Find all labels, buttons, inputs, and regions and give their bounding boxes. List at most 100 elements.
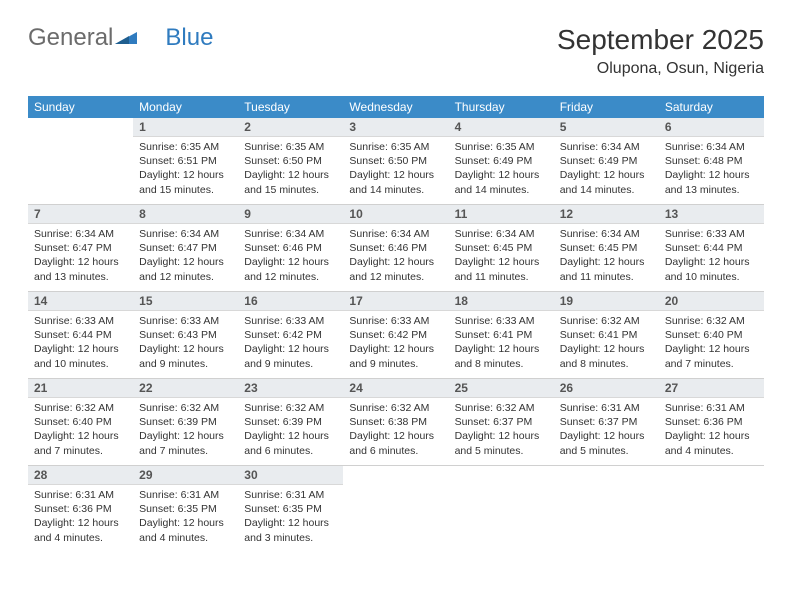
day-cell: 29Sunrise: 6:31 AMSunset: 6:35 PMDayligh…	[133, 466, 238, 552]
sunrise-text: Sunrise: 6:34 AM	[244, 227, 337, 241]
weekday-header: Saturday	[659, 96, 764, 118]
weekday-header: Friday	[554, 96, 659, 118]
day-info: Sunrise: 6:34 AMSunset: 6:47 PMDaylight:…	[133, 224, 238, 290]
sunset-text: Sunset: 6:36 PM	[665, 415, 758, 429]
sunset-text: Sunset: 6:42 PM	[349, 328, 442, 342]
daylight-text: Daylight: 12 hours and 8 minutes.	[455, 342, 548, 370]
weekday-header: Thursday	[449, 96, 554, 118]
day-cell: 25Sunrise: 6:32 AMSunset: 6:37 PMDayligh…	[449, 379, 554, 465]
daylight-text: Daylight: 12 hours and 5 minutes.	[560, 429, 653, 457]
day-number: 12	[554, 205, 659, 224]
day-cell	[449, 466, 554, 552]
day-info: Sunrise: 6:31 AMSunset: 6:36 PMDaylight:…	[28, 485, 133, 551]
daylight-text: Daylight: 12 hours and 7 minutes.	[34, 429, 127, 457]
day-number: 20	[659, 292, 764, 311]
weekday-header: Sunday	[28, 96, 133, 118]
day-number: 28	[28, 466, 133, 485]
sunrise-text: Sunrise: 6:33 AM	[139, 314, 232, 328]
day-number: 7	[28, 205, 133, 224]
day-info: Sunrise: 6:32 AMSunset: 6:39 PMDaylight:…	[238, 398, 343, 464]
sunrise-text: Sunrise: 6:33 AM	[349, 314, 442, 328]
sunset-text: Sunset: 6:46 PM	[349, 241, 442, 255]
day-cell: 19Sunrise: 6:32 AMSunset: 6:41 PMDayligh…	[554, 292, 659, 378]
day-cell: 15Sunrise: 6:33 AMSunset: 6:43 PMDayligh…	[133, 292, 238, 378]
day-number: 25	[449, 379, 554, 398]
sunset-text: Sunset: 6:45 PM	[560, 241, 653, 255]
daylight-text: Daylight: 12 hours and 14 minutes.	[455, 168, 548, 196]
week-row: 1 Sunrise: 6:35 AMSunset: 6:51 PM Daylight…	[28, 118, 764, 205]
sunrise-text: Sunrise: 6:34 AM	[34, 227, 127, 241]
sunrise-text: Sunrise: 6:31 AM	[665, 401, 758, 415]
sunset-text: Sunset: 6:49 PM	[560, 154, 653, 168]
day-cell: 20Sunrise: 6:32 AMSunset: 6:40 PMDayligh…	[659, 292, 764, 378]
weeks-container: 1 Sunrise: 6:35 AMSunset: 6:51 PM Daylight…	[28, 118, 764, 552]
sunset-text: Sunset: 6:45 PM	[455, 241, 548, 255]
day-cell: 2Sunrise: 6:35 AMSunset: 6:50 PMDaylight…	[238, 118, 343, 204]
day-info: Sunrise: 6:33 AMSunset: 6:42 PMDaylight:…	[343, 311, 448, 377]
sunrise-text: Sunrise: 6:34 AM	[349, 227, 442, 241]
daylight-text: Daylight: 12 hours and 4 minutes.	[139, 516, 232, 544]
day-number: 11	[449, 205, 554, 224]
day-info: Sunrise: 6:34 AMSunset: 6:46 PMDaylight:…	[343, 224, 448, 290]
sunrise-text: Sunrise: 6:32 AM	[244, 401, 337, 415]
daylight-text: Daylight: 12 hours and 13 minutes.	[34, 255, 127, 283]
sunrise-text: Sunrise: 6:33 AM	[455, 314, 548, 328]
day-number: 10	[343, 205, 448, 224]
sunset-text: Sunset: 6:44 PM	[665, 241, 758, 255]
header: General Blue September 2025 Olupona, Osu…	[28, 24, 764, 78]
sunrise-text: Sunrise: 6:34 AM	[665, 140, 758, 154]
location: Olupona, Osun, Nigeria	[557, 60, 764, 78]
day-number: 30	[238, 466, 343, 485]
daylight-text: Daylight: 12 hours and 11 minutes.	[455, 255, 548, 283]
daylight-text: Daylight: 12 hours and 10 minutes.	[34, 342, 127, 370]
daylight-text: Daylight: 12 hours and 15 minutes.	[244, 168, 337, 196]
sunrise-text: Sunrise: 6:35 AM	[139, 140, 232, 154]
day-info: Sunrise: 6:32 AMSunset: 6:40 PMDaylight:…	[28, 398, 133, 464]
sunset-text: Sunset: 6:36 PM	[34, 502, 127, 516]
day-info: Sunrise: 6:34 AMSunset: 6:48 PMDaylight:…	[659, 137, 764, 203]
day-cell: 5Sunrise: 6:34 AMSunset: 6:49 PMDaylight…	[554, 118, 659, 204]
day-cell: 13Sunrise: 6:33 AMSunset: 6:44 PMDayligh…	[659, 205, 764, 291]
sunset-text: Sunset: 6:37 PM	[560, 415, 653, 429]
sunrise-text: Sunrise: 6:31 AM	[139, 488, 232, 502]
day-cell: 1Sunrise: 6:35 AMSunset: 6:51 PMDaylight…	[133, 118, 238, 204]
sunrise-text: Sunrise: 6:31 AM	[244, 488, 337, 502]
sunset-text: Sunset: 6:51 PM	[139, 154, 232, 168]
sunrise-text: Sunrise: 6:32 AM	[34, 401, 127, 415]
daylight-text: Daylight: 12 hours and 12 minutes.	[244, 255, 337, 283]
sunset-text: Sunset: 6:35 PM	[139, 502, 232, 516]
day-info: Sunrise: 6:34 AMSunset: 6:45 PMDaylight:…	[554, 224, 659, 290]
sunset-text: Sunset: 6:50 PM	[244, 154, 337, 168]
daylight-text: Daylight: 12 hours and 6 minutes.	[349, 429, 442, 457]
day-info: Sunrise: 6:32 AMSunset: 6:39 PMDaylight:…	[133, 398, 238, 464]
daylight-text: Daylight: 12 hours and 13 minutes.	[665, 168, 758, 196]
day-number: 13	[659, 205, 764, 224]
day-number: 27	[659, 379, 764, 398]
weekday-header-row: Sunday Monday Tuesday Wednesday Thursday…	[28, 96, 764, 118]
day-cell: 23Sunrise: 6:32 AMSunset: 6:39 PMDayligh…	[238, 379, 343, 465]
daylight-text: Daylight: 12 hours and 5 minutes.	[455, 429, 548, 457]
daylight-text: Daylight: 12 hours and 7 minutes.	[665, 342, 758, 370]
sunset-text: Sunset: 6:50 PM	[349, 154, 442, 168]
day-info: Sunrise: 6:34 AMSunset: 6:47 PMDaylight:…	[28, 224, 133, 290]
day-number: 1	[133, 118, 238, 137]
sunrise-text: Sunrise: 6:34 AM	[560, 227, 653, 241]
sunset-text: Sunset: 6:42 PM	[244, 328, 337, 342]
daylight-text: Daylight: 12 hours and 9 minutes.	[349, 342, 442, 370]
day-cell: 28Sunrise: 6:31 AMSunset: 6:36 PMDayligh…	[28, 466, 133, 552]
daylight-text: Daylight: 12 hours and 11 minutes.	[560, 255, 653, 283]
sunrise-text: Sunrise: 6:32 AM	[139, 401, 232, 415]
day-info: Sunrise: 6:33 AMSunset: 6:44 PMDaylight:…	[659, 224, 764, 290]
weekday-header: Monday	[133, 96, 238, 118]
sunset-text: Sunset: 6:41 PM	[560, 328, 653, 342]
day-number: 2	[238, 118, 343, 137]
day-info: Sunrise: 6:35 AMSunset: 6:49 PMDaylight:…	[449, 137, 554, 203]
daylight-text: Daylight: 12 hours and 12 minutes.	[139, 255, 232, 283]
day-number: 15	[133, 292, 238, 311]
sunrise-text: Sunrise: 6:34 AM	[139, 227, 232, 241]
sunset-text: Sunset: 6:47 PM	[139, 241, 232, 255]
day-cell: 8Sunrise: 6:34 AMSunset: 6:47 PMDaylight…	[133, 205, 238, 291]
week-row: 7Sunrise: 6:34 AMSunset: 6:47 PMDaylight…	[28, 205, 764, 292]
daylight-text: Daylight: 12 hours and 9 minutes.	[139, 342, 232, 370]
day-cell: 30Sunrise: 6:31 AMSunset: 6:35 PMDayligh…	[238, 466, 343, 552]
